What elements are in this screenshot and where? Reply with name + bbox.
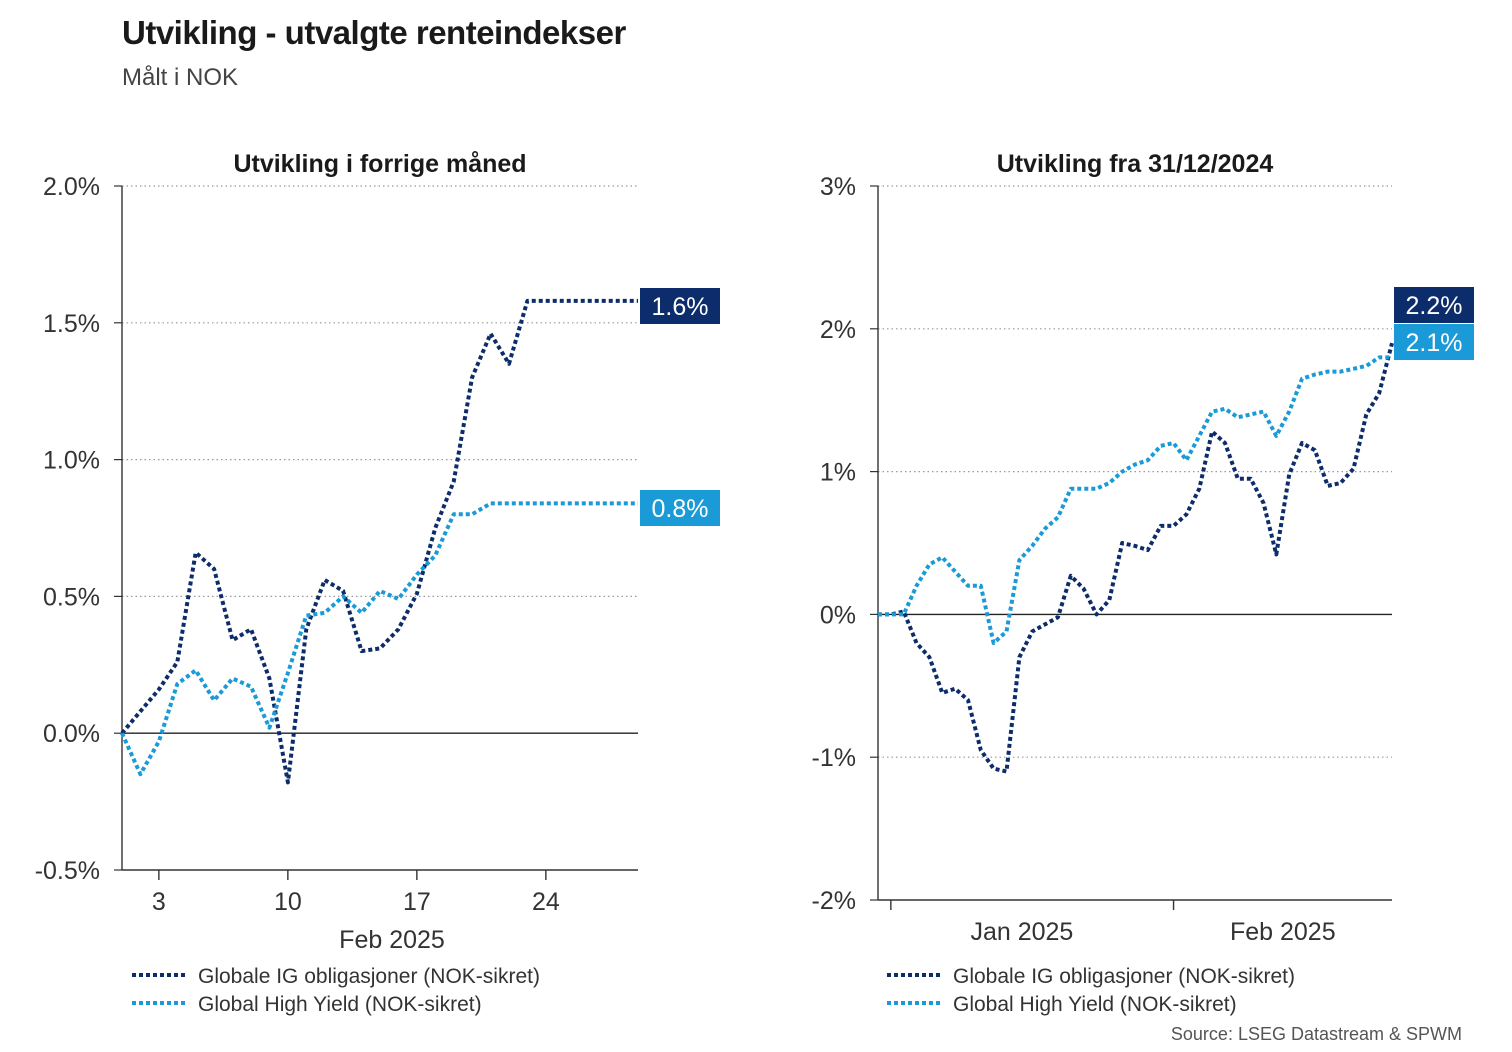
legend-entry: Globale IG obligasjoner (NOK-sikret) xyxy=(953,965,1295,988)
y-tick-label: 2.0% xyxy=(43,173,100,201)
y-tick-label: 0% xyxy=(820,601,856,629)
end-label: 1.6% xyxy=(652,293,709,321)
series-line-ig xyxy=(120,298,638,785)
x-axis-label: Feb 2025 xyxy=(339,926,445,954)
source-note: Source: LSEG Datastream & SPWM xyxy=(1170,1024,1462,1044)
y-tick-label: 3% xyxy=(820,173,856,201)
chart-2-title: Utvikling fra 31/12/2024 xyxy=(997,150,1274,178)
end-label-box xyxy=(640,490,720,526)
chart-1-title: Utvikling i forrige måned xyxy=(233,150,526,178)
y-tick-label: -1% xyxy=(812,744,856,772)
x-tick-label: 10 xyxy=(274,888,302,916)
series-line-hy xyxy=(878,355,1392,645)
legend-entry: Global High Yield (NOK-sikret) xyxy=(198,993,482,1016)
page-subtitle: Målt i NOK xyxy=(122,64,239,91)
y-tick-label: -2% xyxy=(812,887,856,915)
y-tick-label: 1% xyxy=(820,459,856,487)
end-label: 0.8% xyxy=(652,495,709,523)
x-tick-label: 17 xyxy=(403,888,431,916)
y-tick-label: 2% xyxy=(820,316,856,344)
legend-entry: Global High Yield (NOK-sikret) xyxy=(953,993,1237,1016)
legend-entry: Globale IG obligasjoner (NOK-sikret) xyxy=(198,965,540,988)
end-label-box xyxy=(1394,324,1474,360)
x-tick-label: Feb 2025 xyxy=(1230,918,1336,946)
end-label: 2.2% xyxy=(1406,292,1463,320)
y-tick-label: 1.5% xyxy=(43,310,100,338)
y-tick-label: 1.0% xyxy=(43,447,100,475)
end-label: 2.1% xyxy=(1406,329,1463,357)
series-line-hy xyxy=(120,501,638,777)
y-tick-label: 0.0% xyxy=(43,720,100,748)
series-line-ig xyxy=(878,342,1394,774)
end-label-box xyxy=(640,288,720,324)
x-tick-label: Jan 2025 xyxy=(970,918,1073,946)
page-title: Utvikling - utvalgte renteindekser xyxy=(122,14,626,51)
y-tick-label: 0.5% xyxy=(43,583,100,611)
x-tick-label: 3 xyxy=(152,888,166,916)
y-tick-label: -0.5% xyxy=(35,857,100,885)
end-label-box xyxy=(1394,287,1474,323)
x-tick-label: 24 xyxy=(532,888,560,916)
